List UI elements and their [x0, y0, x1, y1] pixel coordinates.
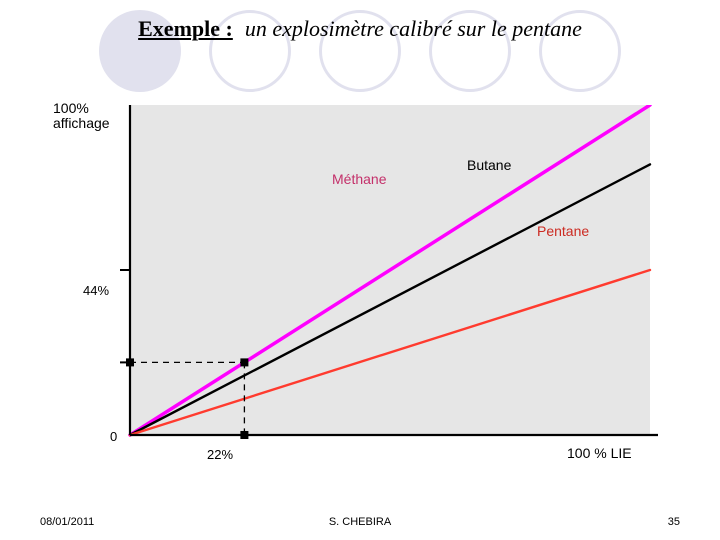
y-axis-label-100: 100% affichage [53, 101, 110, 132]
footer-page-number: 35 [668, 516, 680, 528]
line-label-butane: Butane [467, 157, 511, 173]
chart-svg [55, 105, 665, 475]
y-axis-label-0: 0 [110, 429, 117, 444]
calibration-chart: 100% affichage 44% 0 22% 100 % LIE Métha… [55, 105, 665, 475]
footer-date: 08/01/2011 [40, 516, 94, 528]
title-prefix: Exemple : [138, 16, 233, 41]
x-axis-label-22: 22% [207, 447, 233, 462]
y-axis-label-44: 44% [83, 283, 109, 298]
line-label-methane: Méthane [332, 171, 386, 187]
footer-author: S. CHEBIRA [329, 516, 391, 528]
title-italic: un explosimètre calibré sur le pentane [245, 16, 582, 41]
x-axis-label-100lie: 100 % LIE [567, 445, 632, 461]
line-label-pentane: Pentane [537, 223, 589, 239]
slide-title: Exemple : un explosimètre calibré sur le… [0, 16, 720, 42]
